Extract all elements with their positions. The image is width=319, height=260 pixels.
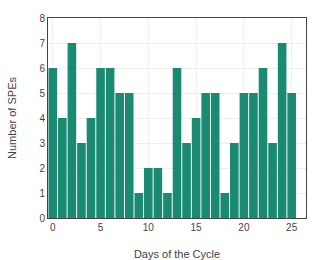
svg-text:4: 4 [39, 113, 45, 124]
svg-text:2: 2 [39, 163, 45, 174]
svg-text:15: 15 [191, 222, 203, 233]
svg-text:20: 20 [238, 222, 250, 233]
svg-text:1: 1 [39, 188, 45, 199]
svg-text:8: 8 [39, 13, 45, 24]
svg-text:6: 6 [39, 63, 45, 74]
svg-text:0: 0 [50, 222, 56, 233]
svg-text:0: 0 [39, 213, 45, 224]
svg-text:Days of the Cycle: Days of the Cycle [134, 248, 220, 260]
svg-text:Number of SPEs: Number of SPEs [6, 77, 18, 159]
svg-text:10: 10 [143, 222, 155, 233]
svg-text:7: 7 [39, 38, 45, 49]
svg-text:5: 5 [98, 222, 104, 233]
svg-text:3: 3 [39, 138, 45, 149]
svg-text:25: 25 [286, 222, 298, 233]
svg-text:5: 5 [39, 88, 45, 99]
